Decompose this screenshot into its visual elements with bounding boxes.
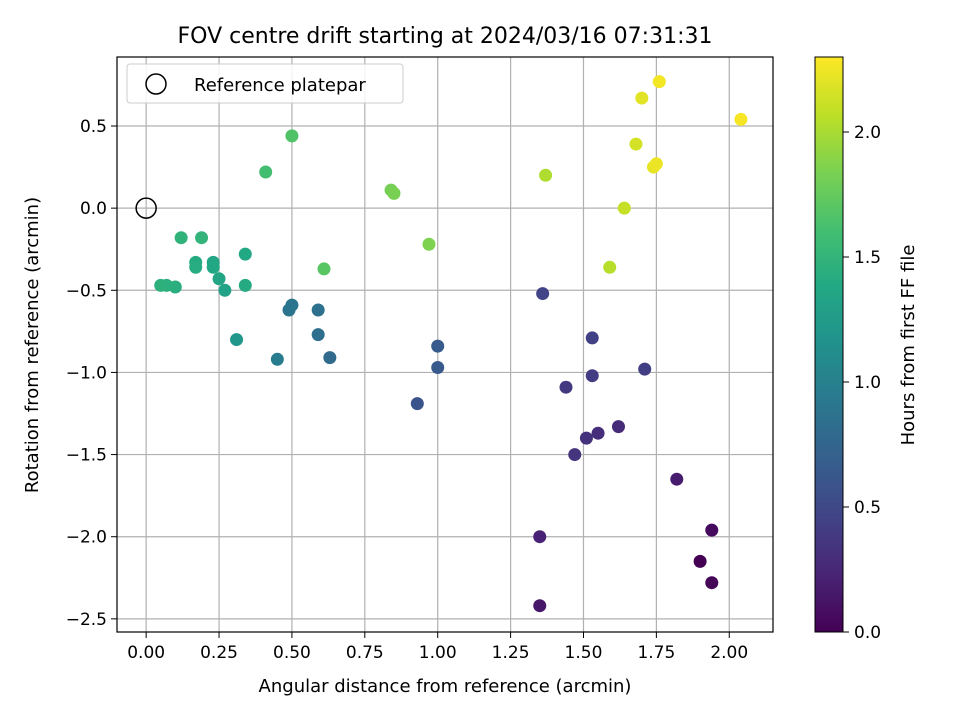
data-point	[591, 426, 605, 440]
x-tick-label: 1.00	[419, 643, 457, 663]
plot-frame	[116, 56, 774, 633]
data-point	[533, 530, 547, 544]
colorbar: 0.0 0.5 1.0 1.5 2.0 Hours from first FF file	[814, 56, 919, 643]
colorbar-tick-label: 2.0	[854, 123, 881, 143]
x-tick-label: 1.25	[492, 643, 530, 663]
x-tick-label: 0.25	[200, 643, 238, 663]
data-point	[270, 352, 284, 366]
data-point	[154, 278, 168, 292]
reference-point-marker	[135, 197, 157, 219]
data-point	[259, 165, 273, 179]
data-point	[285, 298, 299, 312]
data-point	[174, 231, 188, 245]
colorbar-tick-label: 1.0	[854, 373, 881, 393]
data-point	[387, 186, 401, 200]
data-point	[603, 260, 617, 274]
data-point	[195, 231, 209, 245]
data-point	[285, 129, 299, 143]
x-tick-label: 2.00	[710, 643, 748, 663]
data-point	[317, 262, 331, 276]
data-point	[533, 599, 547, 613]
data-point	[559, 380, 573, 394]
data-point	[585, 369, 599, 383]
x-tick-label: 1.75	[637, 643, 675, 663]
data-point	[629, 137, 643, 151]
colorbar-tick-label: 1.5	[854, 248, 881, 268]
data-point	[705, 523, 719, 537]
x-axis-label: Angular distance from reference (arcmin)	[259, 676, 632, 697]
colorbar-ticks: 0.0 0.5 1.0 1.5 2.0	[843, 123, 881, 643]
y-tick-label: 0.5	[80, 117, 107, 137]
data-point	[189, 260, 203, 274]
plot-background	[117, 57, 773, 632]
y-axis-ticks: 0.5 0.0 −0.5 −1.0 −1.5 −2.0 −2.5	[66, 117, 117, 630]
y-tick-label: −2.0	[66, 528, 107, 548]
data-point	[734, 112, 748, 126]
legend-label: Reference platepar	[194, 75, 366, 96]
data-point	[670, 472, 684, 486]
x-axis-ticks: 0.00 0.25 0.50 0.75 1.00 1.25 1.50 1.75 2.00	[127, 632, 748, 663]
y-tick-label: 0.0	[80, 199, 107, 219]
data-point	[431, 339, 445, 353]
data-point	[611, 420, 625, 434]
colorbar-tick-label: 0.5	[854, 498, 881, 518]
x-tick-label: 0.75	[346, 643, 384, 663]
legend-box	[126, 63, 404, 104]
data-point	[230, 333, 244, 347]
data-point	[705, 576, 719, 590]
data-point	[431, 361, 445, 374]
legend: Reference platepar	[126, 63, 404, 104]
data-point	[539, 168, 553, 182]
x-tick-label: 1.50	[565, 643, 603, 663]
colorbar-label: Hours from first FF file	[898, 245, 919, 446]
y-tick-label: −1.0	[66, 363, 107, 383]
data-point	[311, 328, 325, 342]
data-point	[635, 91, 649, 105]
y-tick-label: −2.5	[66, 610, 107, 630]
data-point	[568, 448, 582, 462]
data-point	[218, 283, 232, 297]
colorbar-tick-label: 0.0	[854, 623, 881, 643]
data-point	[652, 75, 666, 89]
data-point	[693, 554, 707, 568]
colorbar-gradient	[814, 56, 844, 633]
y-axis-label: Rotation from reference (arcmin)	[22, 197, 43, 493]
data-point	[323, 351, 337, 365]
data-point	[206, 260, 220, 274]
y-tick-label: −1.5	[66, 446, 107, 466]
data-point	[536, 287, 550, 301]
data-point	[410, 397, 424, 411]
data-point	[638, 362, 652, 376]
data-point	[311, 303, 325, 317]
chart-title: FOV centre drift starting at 2024/03/16 …	[178, 24, 713, 49]
data-point	[422, 237, 436, 251]
y-tick-label: −0.5	[66, 281, 107, 301]
data-points	[154, 75, 748, 613]
x-tick-label: 0.50	[273, 643, 311, 663]
data-point	[579, 431, 593, 445]
plot-area: 0.00 0.25 0.50 0.75 1.00 1.25 1.50 1.75 2.00 0.5…	[66, 56, 774, 663]
data-point	[649, 157, 663, 171]
data-point	[617, 201, 631, 215]
data-point	[212, 272, 226, 286]
data-point	[585, 331, 599, 345]
data-point	[238, 278, 252, 292]
x-tick-label: 0.00	[127, 643, 165, 663]
data-point	[238, 247, 252, 261]
legend-open-circle-icon	[145, 73, 167, 95]
